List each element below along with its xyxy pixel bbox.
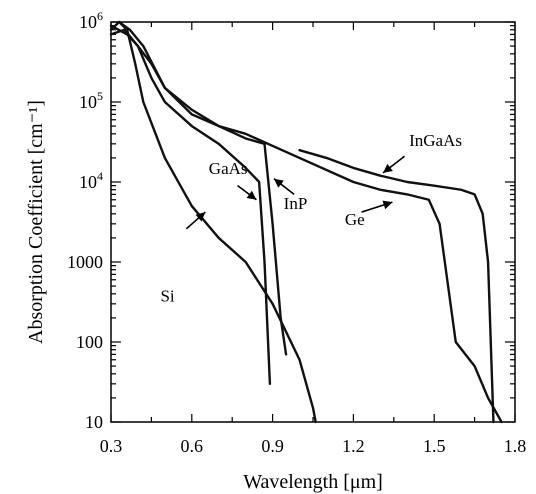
y-tick-label: 1000 <box>67 252 103 272</box>
annotation-si-label: Si <box>160 287 174 306</box>
x-tick-label: 1.8 <box>504 436 527 456</box>
chart-frame <box>110 21 516 423</box>
y-tick-label-base: 10 <box>85 412 103 432</box>
annotation-gaas-label: GaAs <box>209 159 248 178</box>
y-tick-label-exponent: 4 <box>97 169 103 183</box>
x-tick-label: 0.9 <box>261 436 284 456</box>
y-tick-label-base: 100 <box>76 332 103 352</box>
y-tick-label: 105 <box>79 89 103 112</box>
annotation-ingaas-label: InGaAs <box>409 131 462 150</box>
x-tick-label: 1.5 <box>423 436 446 456</box>
x-tick-label: 0.6 <box>181 436 204 456</box>
y-tick-label-base: 10 <box>79 12 97 32</box>
annotation-si-arrow-head <box>195 212 206 222</box>
annotation-ge-arrow-head <box>382 200 393 210</box>
series-layer <box>109 20 503 424</box>
x-tick-label: 1.2 <box>342 436 365 456</box>
annotation-gaas-arrow-head <box>246 190 257 200</box>
y-tick-label: 106 <box>79 9 103 32</box>
y-tick-label-exponent: 6 <box>97 9 103 23</box>
series-inp-line <box>109 24 288 356</box>
y-tick-label: 10 <box>85 412 103 432</box>
series-ingaas-line <box>298 148 495 424</box>
y-tick-label-base: 10 <box>79 172 97 192</box>
annotation-layer: Si GaAs InP Ge InGaAs <box>160 131 462 305</box>
y-tick-label-base: 1000 <box>67 252 103 272</box>
annotation-ge-label: Ge <box>345 210 365 229</box>
series-ge-line <box>109 20 503 424</box>
x-axis-title: Wavelength [μm] <box>243 471 383 493</box>
series-gaas-line <box>109 28 272 386</box>
annotation-inp-label: InP <box>284 194 308 213</box>
annotation-ingaas-arrow-head <box>383 163 393 173</box>
annotation-inp-arrow-head <box>273 178 284 188</box>
y-tick-label-base: 10 <box>79 92 97 112</box>
y-axis-title: Absorption Coefficient [cm⁻¹] <box>25 100 47 344</box>
x-tick-label: 0.3 <box>100 436 123 456</box>
y-tick-label: 104 <box>79 169 103 192</box>
y-tick-label-exponent: 5 <box>97 89 103 103</box>
series-si-line <box>117 20 317 424</box>
y-tick-label: 100 <box>76 332 103 352</box>
